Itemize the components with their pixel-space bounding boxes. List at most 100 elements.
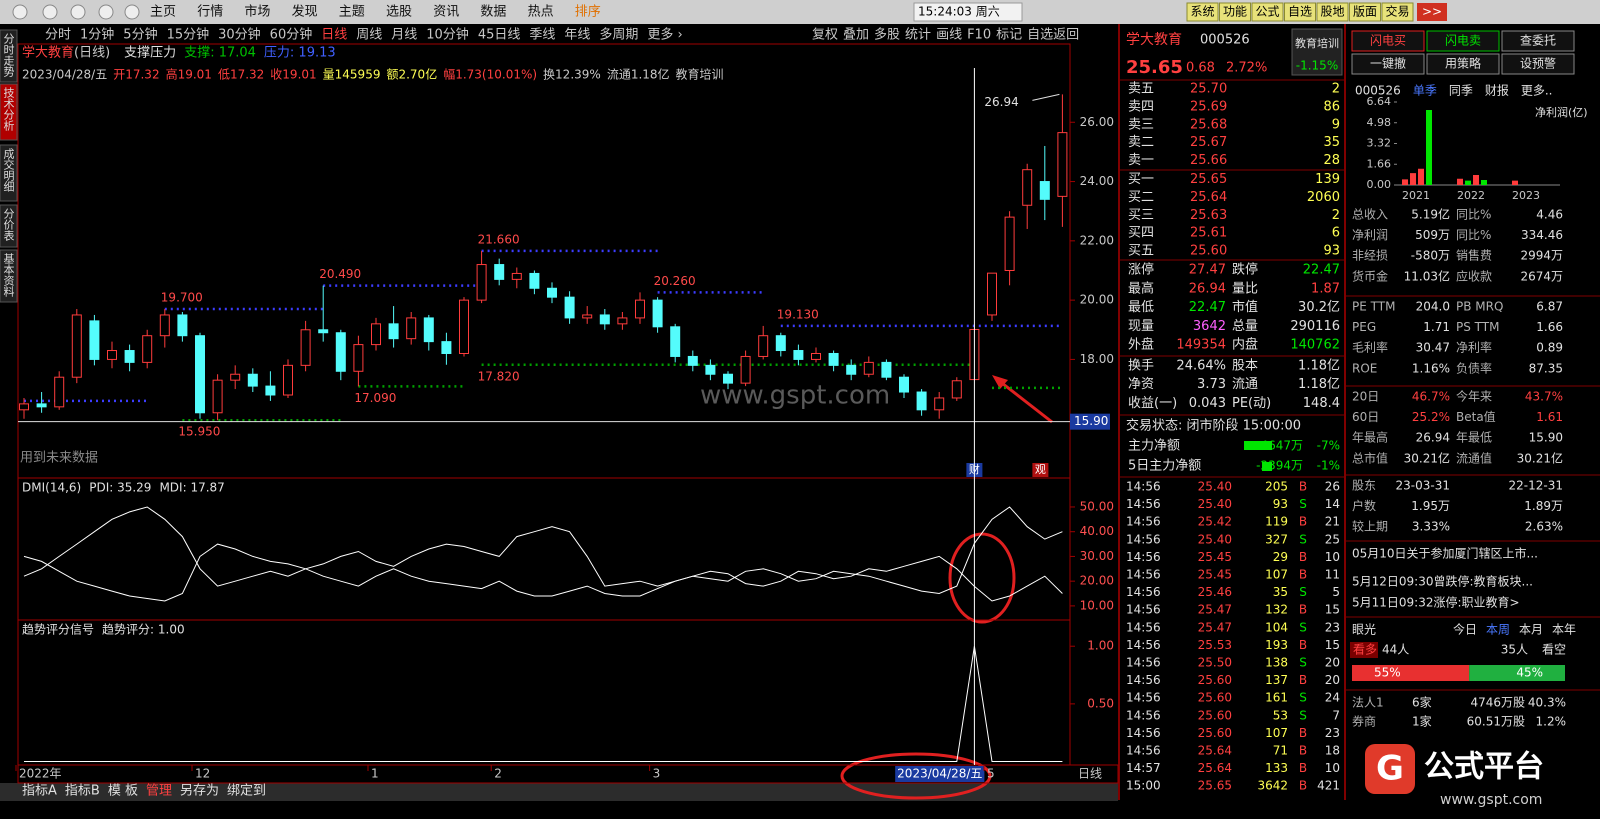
tick-price: 25.40 <box>1198 480 1232 494</box>
menu-item[interactable]: 排序 <box>575 5 601 20</box>
menu-button[interactable] <box>1251 2 1284 22</box>
side-tab[interactable] <box>0 249 18 303</box>
view-tab[interactable]: 本月 <box>1519 623 1543 637</box>
action-label[interactable]: 用策略 <box>1445 56 1481 71</box>
f10-tab[interactable]: 财报 <box>1485 83 1509 98</box>
news-item[interactable]: 5月12日09:30曾跌停:教育板块... <box>1352 574 1533 589</box>
action-label[interactable]: 查委托 <box>1520 34 1556 48</box>
action-button[interactable] <box>1501 53 1575 75</box>
period-tab[interactable]: 30分钟 <box>218 27 261 43</box>
menu-button-label[interactable]: 股地 <box>1320 5 1344 19</box>
nav-icon[interactable] <box>42 4 58 20</box>
action-label[interactable]: 闪电卖 <box>1445 34 1481 48</box>
toolbar-button[interactable]: 另存为 <box>180 784 219 799</box>
menu-button[interactable] <box>1316 2 1349 22</box>
toolbar-button[interactable]: 指标A <box>22 784 57 799</box>
nav-icon[interactable] <box>12 4 28 20</box>
action-button[interactable] <box>1426 53 1500 75</box>
side-tab[interactable] <box>0 144 18 202</box>
action-button[interactable] <box>1501 30 1575 52</box>
menu-button[interactable] <box>1381 2 1414 22</box>
menu-button-label[interactable]: 系统 <box>1190 5 1214 19</box>
more-label[interactable]: >> <box>1422 5 1442 19</box>
flow-bar <box>1244 441 1272 450</box>
f10-tab[interactable]: 更多.. <box>1521 84 1553 98</box>
menu-button-label[interactable]: 版面 <box>1353 5 1377 19</box>
period-tab[interactable]: 月线 <box>391 28 417 43</box>
menu-item[interactable]: 数据 <box>480 5 506 20</box>
tool-button[interactable]: 画线 <box>936 28 962 43</box>
period-tab[interactable]: 多周期 <box>599 27 638 43</box>
tool-button[interactable]: 复权 <box>812 27 838 43</box>
action-button[interactable] <box>1351 53 1425 75</box>
news-item[interactable]: 05月10日关于参加厦门辖区上市... <box>1352 546 1538 561</box>
menu-item[interactable]: 主题 <box>339 5 365 20</box>
menu-item[interactable]: 行情 <box>197 5 223 20</box>
menu-item[interactable]: 资讯 <box>433 5 459 20</box>
side-tab-label[interactable]: 成交明细 <box>2 148 15 192</box>
menu-item[interactable]: 主页 <box>150 5 176 20</box>
action-label[interactable]: 一键撤 <box>1370 56 1406 71</box>
action-button[interactable] <box>1351 30 1425 52</box>
view-tab[interactable]: 今日 <box>1453 622 1477 637</box>
tool-button[interactable]: 标记 <box>996 28 1022 43</box>
period-tab[interactable]: 1分钟 <box>80 27 114 43</box>
period-tab[interactable]: 5分钟 <box>123 27 157 43</box>
menu-item[interactable]: 热点 <box>528 5 554 20</box>
mini-year: 2023 <box>1512 189 1540 202</box>
side-tab[interactable] <box>0 204 18 248</box>
menu-item[interactable]: 市场 <box>244 4 270 20</box>
menu-button[interactable] <box>1186 2 1219 22</box>
side-tab-label[interactable]: 分时走势 <box>2 33 15 77</box>
tick-price: 25.40 <box>1198 497 1232 511</box>
view-tab[interactable]: 本周 <box>1486 623 1510 637</box>
nav-icon[interactable] <box>70 4 86 20</box>
side-tab[interactable] <box>0 29 18 83</box>
f10-value: 43.7% <box>1525 390 1563 404</box>
f10-tab[interactable]: 同季 <box>1449 84 1473 98</box>
menu-button-label[interactable]: 交易 <box>1385 4 1409 19</box>
news-item[interactable]: 5月11日09:32涨停:职业教育> <box>1352 595 1520 610</box>
tool-button[interactable]: F10 <box>967 28 991 43</box>
tool-button[interactable]: 统计 <box>905 28 931 43</box>
period-tab[interactable]: 年线 <box>564 28 590 43</box>
menu-button[interactable] <box>1284 2 1316 22</box>
f10-tab[interactable]: 000526 <box>1355 84 1401 98</box>
toolbar-button[interactable]: 模 板 <box>108 784 138 799</box>
side-tab-label[interactable]: 基本资料 <box>2 253 15 298</box>
menu-button-label[interactable]: 功能 <box>1223 5 1247 19</box>
period-tab[interactable]: 45日线 <box>478 28 521 43</box>
menu-item[interactable]: 发现 <box>292 4 318 20</box>
period-tab[interactable]: 15分钟 <box>167 27 210 43</box>
action-button[interactable] <box>1426 30 1500 52</box>
period-tab[interactable]: 日线 <box>321 28 347 43</box>
tick-side: B <box>1299 480 1307 494</box>
action-label[interactable]: 设预警 <box>1520 56 1556 71</box>
toolbar-button[interactable]: 管理 <box>146 784 172 799</box>
menu-button[interactable] <box>1349 2 1381 22</box>
menu-item[interactable]: 选股 <box>386 5 412 20</box>
side-tab-label[interactable]: 分价表 <box>2 208 15 242</box>
period-tab[interactable]: 60分钟 <box>270 27 313 43</box>
f10-tab[interactable]: 单季 <box>1413 84 1437 98</box>
side-tab-label[interactable]: 技术分析 <box>2 87 15 132</box>
menu-button-label[interactable]: 公式 <box>1255 5 1279 19</box>
action-label[interactable]: 闪电买 <box>1370 34 1406 48</box>
period-tab[interactable]: 10分钟 <box>426 27 469 43</box>
tool-button[interactable]: 多股 <box>874 27 900 43</box>
tool-button[interactable]: 叠加 <box>843 28 869 43</box>
tool-button[interactable]: 自选返回 <box>1027 28 1079 43</box>
period-tab[interactable]: 更多 › <box>647 27 682 43</box>
menu-button-label[interactable]: 自选 <box>1288 5 1312 19</box>
view-tab[interactable]: 本年 <box>1552 623 1576 637</box>
side-tab[interactable] <box>0 83 18 141</box>
period-tab[interactable]: 分时 <box>45 28 71 43</box>
menu-button[interactable] <box>1219 2 1251 22</box>
nav-icon[interactable] <box>124 4 140 20</box>
nav-icon[interactable] <box>98 4 114 20</box>
toolbar-button[interactable]: 指标B <box>65 784 100 799</box>
period-tab[interactable]: 周线 <box>356 28 382 43</box>
toolbar-button[interactable]: 绑定到 <box>227 784 266 799</box>
more-button[interactable] <box>1417 3 1447 21</box>
period-tab[interactable]: 季线 <box>529 28 555 43</box>
